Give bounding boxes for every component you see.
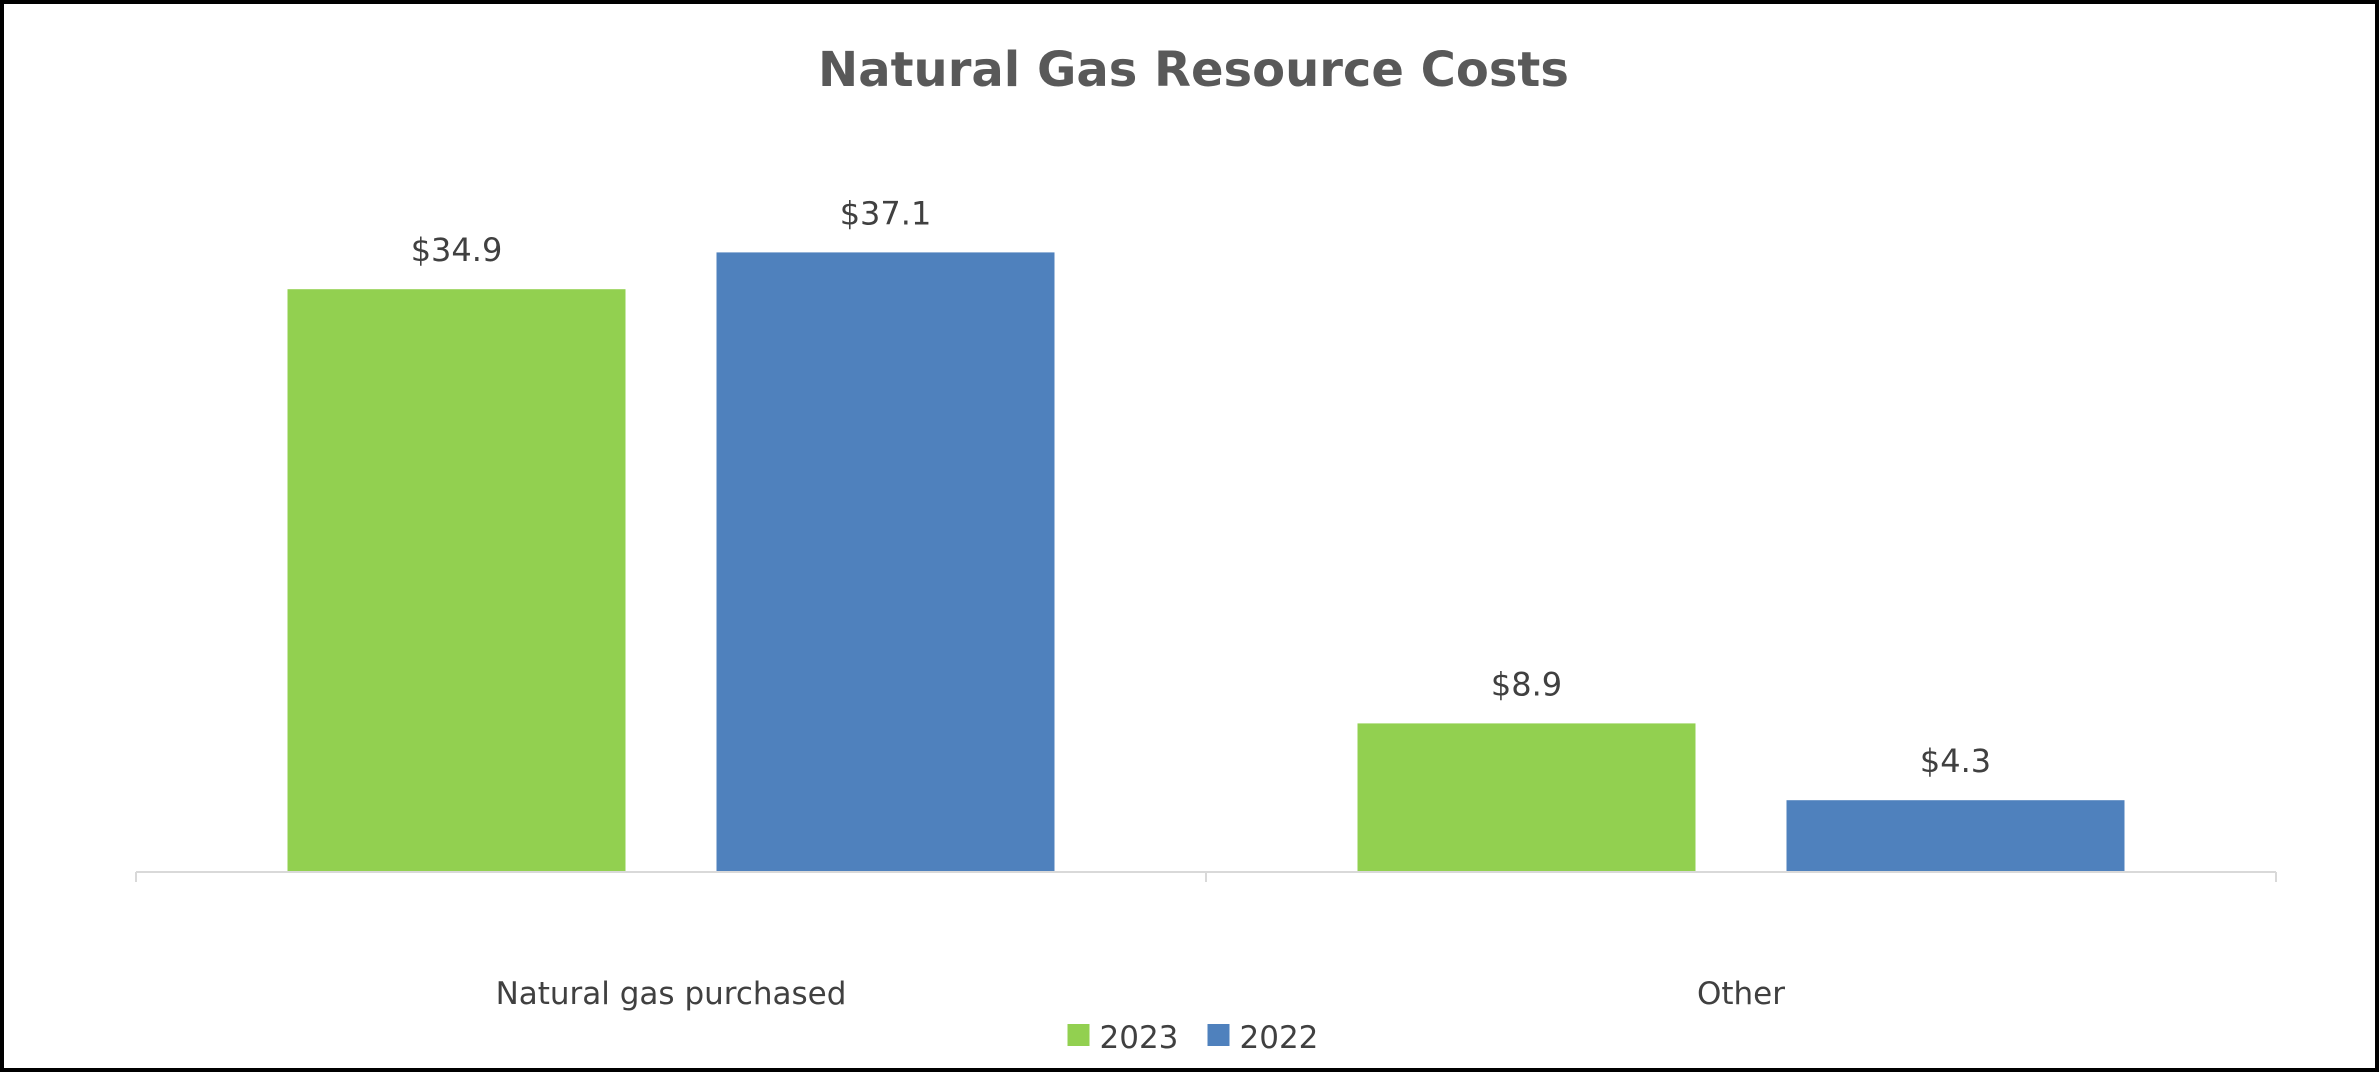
bar-2023-1 bbox=[1357, 723, 1696, 872]
data-labels-layer: $34.9 $37.1 $8.9 $4.3 bbox=[411, 194, 1991, 780]
x-axis: Natural gas purchased Other bbox=[135, 871, 2277, 1012]
bars-layer bbox=[287, 252, 2125, 872]
legend-label-2023: 2023 bbox=[1100, 1020, 1179, 1056]
data-label-2023-0: $34.9 bbox=[411, 231, 503, 269]
category-label-0: Natural gas purchased bbox=[496, 976, 847, 1012]
legend-swatch-2022 bbox=[1207, 1024, 1230, 1046]
legend: 2023 2022 bbox=[1067, 1020, 1319, 1056]
category-label-1: Other bbox=[1697, 976, 1785, 1012]
legend-label-2022: 2022 bbox=[1240, 1020, 1319, 1056]
data-label-2022-0: $37.1 bbox=[840, 194, 932, 232]
data-label-2022-1: $4.3 bbox=[1920, 742, 1991, 780]
bar-2023-0 bbox=[287, 289, 626, 872]
legend-swatch-2023 bbox=[1067, 1024, 1090, 1046]
data-label-2023-1: $8.9 bbox=[1491, 665, 1562, 703]
bar-chart: Natural gas purchased Other $34.9 $37.1 $8.… bbox=[135, 194, 2277, 1056]
bar-2022-1 bbox=[1786, 800, 2125, 872]
bar-2022-0 bbox=[716, 252, 1055, 872]
chart-title: Natural Gas Resource Costs bbox=[818, 42, 1569, 98]
